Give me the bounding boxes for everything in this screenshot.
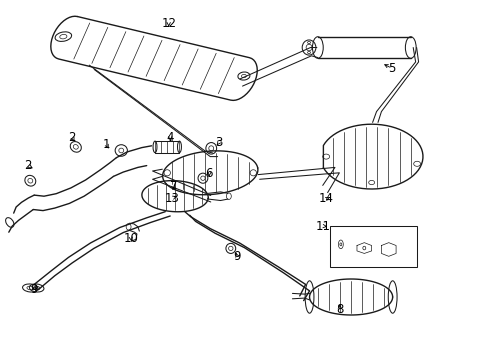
Text: 11: 11 bbox=[315, 220, 329, 233]
Text: 14: 14 bbox=[319, 192, 333, 205]
Text: 9: 9 bbox=[233, 250, 241, 263]
Text: 9: 9 bbox=[30, 283, 38, 296]
Bar bbox=[329, 226, 416, 267]
Text: 2: 2 bbox=[24, 159, 32, 172]
Text: 8: 8 bbox=[335, 303, 343, 316]
Text: 1: 1 bbox=[102, 138, 110, 151]
Text: 4: 4 bbox=[166, 131, 174, 144]
Text: 2: 2 bbox=[68, 131, 76, 144]
Text: 3: 3 bbox=[215, 136, 223, 149]
Text: 5: 5 bbox=[387, 62, 395, 75]
Text: 12: 12 bbox=[161, 17, 176, 30]
Text: 10: 10 bbox=[123, 232, 138, 245]
Text: 13: 13 bbox=[164, 192, 179, 204]
Text: 7: 7 bbox=[169, 180, 177, 193]
Text: 6: 6 bbox=[205, 167, 213, 180]
